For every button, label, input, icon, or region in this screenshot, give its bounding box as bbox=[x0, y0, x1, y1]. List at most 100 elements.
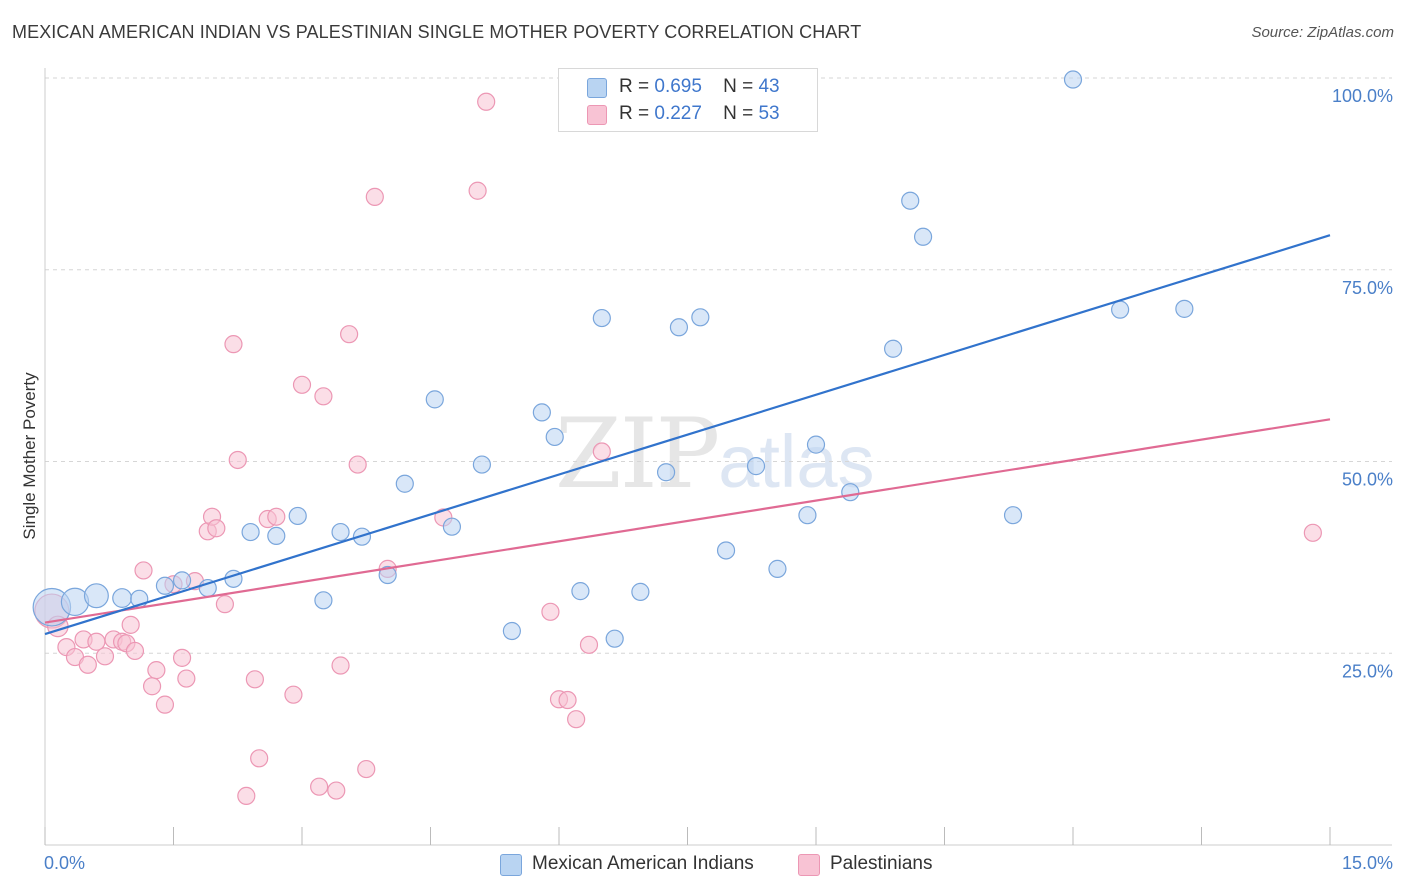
palestinians-point bbox=[228, 450, 247, 470]
palestinians-point bbox=[592, 442, 611, 461]
palestinians-point bbox=[215, 595, 234, 614]
palestinians-point bbox=[292, 375, 312, 394]
x-tick-label-min: 0.0% bbox=[44, 853, 85, 873]
mexican-american-indians-point bbox=[155, 576, 175, 595]
mexican-american-indians-point bbox=[288, 506, 307, 526]
source-credit: Source: ZipAtlas.com bbox=[1251, 24, 1394, 41]
palestinians-point bbox=[579, 635, 599, 654]
mexican-american-indians-point bbox=[605, 629, 624, 648]
mexican-american-indians-point bbox=[545, 427, 564, 447]
mexican-american-indians-point bbox=[442, 517, 462, 536]
mexican-american-indians-point bbox=[901, 191, 920, 210]
mexican-american-indians-point bbox=[798, 506, 817, 525]
palestinians-point bbox=[340, 325, 359, 344]
palestinians-point bbox=[567, 710, 586, 729]
palestinians-point bbox=[207, 519, 226, 538]
gridlines bbox=[45, 77, 1392, 654]
palestinians-point bbox=[314, 387, 333, 406]
chart-title: MEXICAN AMERICAN INDIAN VS PALESTINIAN S… bbox=[12, 22, 862, 42]
palestinians-trend-line bbox=[44, 418, 1331, 624]
palestinians-point bbox=[125, 641, 145, 661]
mexican-american-indians-point bbox=[241, 522, 260, 542]
palestinians-point bbox=[250, 749, 269, 768]
palestinians-point bbox=[78, 655, 97, 674]
n-value: 43 bbox=[758, 76, 780, 97]
palestinians-points bbox=[34, 92, 1322, 806]
palestinians-point bbox=[310, 777, 329, 796]
legend-swatch-blue bbox=[587, 78, 607, 98]
y-axis-title: Single Mother Poverty bbox=[20, 372, 39, 540]
mexican-american-indians-point bbox=[425, 390, 444, 409]
x-tick-label-max: 15.0% bbox=[1342, 853, 1393, 873]
palestinians-point bbox=[468, 181, 487, 200]
palestinians-point bbox=[224, 335, 243, 354]
palestinians-point bbox=[348, 455, 367, 474]
y-tick-label: 50.0% bbox=[1342, 470, 1393, 490]
n-label: N = bbox=[723, 103, 754, 124]
mexican-american-indians-point bbox=[314, 591, 333, 610]
mexican-american-indians-point bbox=[1063, 70, 1083, 89]
mexican-american-indians-point bbox=[768, 559, 787, 578]
mexican-american-indians-point bbox=[691, 308, 710, 327]
mexican-american-indians-point bbox=[378, 565, 397, 585]
mexican-american-indians-point bbox=[883, 339, 903, 358]
palestinians-point bbox=[142, 677, 162, 696]
legend-label: Palestinians bbox=[830, 853, 933, 874]
legend-stats: R = 0.227 N = 53 bbox=[619, 103, 780, 125]
palestinians-point bbox=[177, 669, 196, 688]
axis-labels: 25.0% 50.0% 75.0% 100.0% 0.0% 15.0% Single Mot… bbox=[20, 86, 1393, 873]
palestinians-point bbox=[121, 615, 140, 634]
mexican-american-indians-point bbox=[1003, 506, 1023, 525]
mexican-american-indians-point bbox=[913, 227, 933, 246]
r-label: R = bbox=[619, 103, 650, 124]
palestinians-point bbox=[357, 759, 376, 779]
legend-swatch-blue bbox=[500, 854, 522, 876]
palestinians-point bbox=[1303, 523, 1322, 542]
palestinians-point bbox=[477, 92, 496, 111]
trend-lines bbox=[44, 234, 1331, 636]
mexican-american-indians-point bbox=[112, 588, 133, 608]
palestinians-point bbox=[172, 648, 192, 667]
mexican-american-indians-point bbox=[395, 474, 414, 493]
palestinians-point bbox=[558, 690, 577, 710]
y-tick-label: 100.0% bbox=[1332, 86, 1393, 106]
mexican-american-indians-point bbox=[172, 571, 192, 590]
mexican-american-indians-point bbox=[1175, 299, 1194, 318]
mexican-american-indians-point bbox=[472, 455, 491, 474]
n-label: N = bbox=[723, 76, 754, 97]
r-label: R = bbox=[619, 76, 650, 97]
y-tick-label: 25.0% bbox=[1342, 661, 1393, 681]
mexican-american-indians-trend-line bbox=[44, 234, 1331, 636]
mexican-american-indians-point bbox=[631, 582, 650, 601]
legend-label: Mexican American Indians bbox=[532, 853, 754, 874]
mexican-american-indians-point bbox=[331, 522, 350, 542]
mexican-american-indians-point bbox=[746, 457, 766, 476]
palestinians-point bbox=[237, 786, 256, 806]
mexican-american-indians-point bbox=[592, 308, 611, 328]
mexican-american-indians-point bbox=[656, 463, 676, 482]
correlation-legend: R = 0.695 N = 43 R = 0.227 N = 53 bbox=[558, 68, 818, 132]
n-value: 53 bbox=[758, 103, 780, 124]
mexican-american-indians-point bbox=[841, 483, 860, 502]
palestinians-point bbox=[95, 647, 115, 666]
r-value: 0.227 bbox=[654, 103, 702, 124]
mexican-american-indians-point bbox=[532, 403, 551, 422]
legend-stats: R = 0.695 N = 43 bbox=[619, 76, 780, 98]
palestinians-point bbox=[155, 695, 175, 714]
r-value: 0.695 bbox=[654, 76, 702, 97]
mexican-american-indians-point bbox=[502, 621, 521, 641]
palestinians-point bbox=[541, 602, 560, 621]
legend-swatch-pink bbox=[798, 854, 820, 876]
y-tick-label: 75.0% bbox=[1342, 278, 1393, 298]
mexican-american-indians-point bbox=[669, 318, 689, 337]
mexican-american-indians-points bbox=[32, 70, 1194, 648]
mexican-american-indians-point bbox=[571, 582, 590, 601]
palestinians-point bbox=[267, 507, 286, 526]
mexican-american-indians-point bbox=[267, 526, 286, 545]
palestinians-point bbox=[284, 685, 303, 704]
mexican-american-indians-point bbox=[1111, 300, 1130, 319]
watermark-zip: ZIP bbox=[555, 398, 720, 510]
palestinians-point bbox=[134, 561, 153, 580]
palestinians-point bbox=[147, 661, 166, 680]
